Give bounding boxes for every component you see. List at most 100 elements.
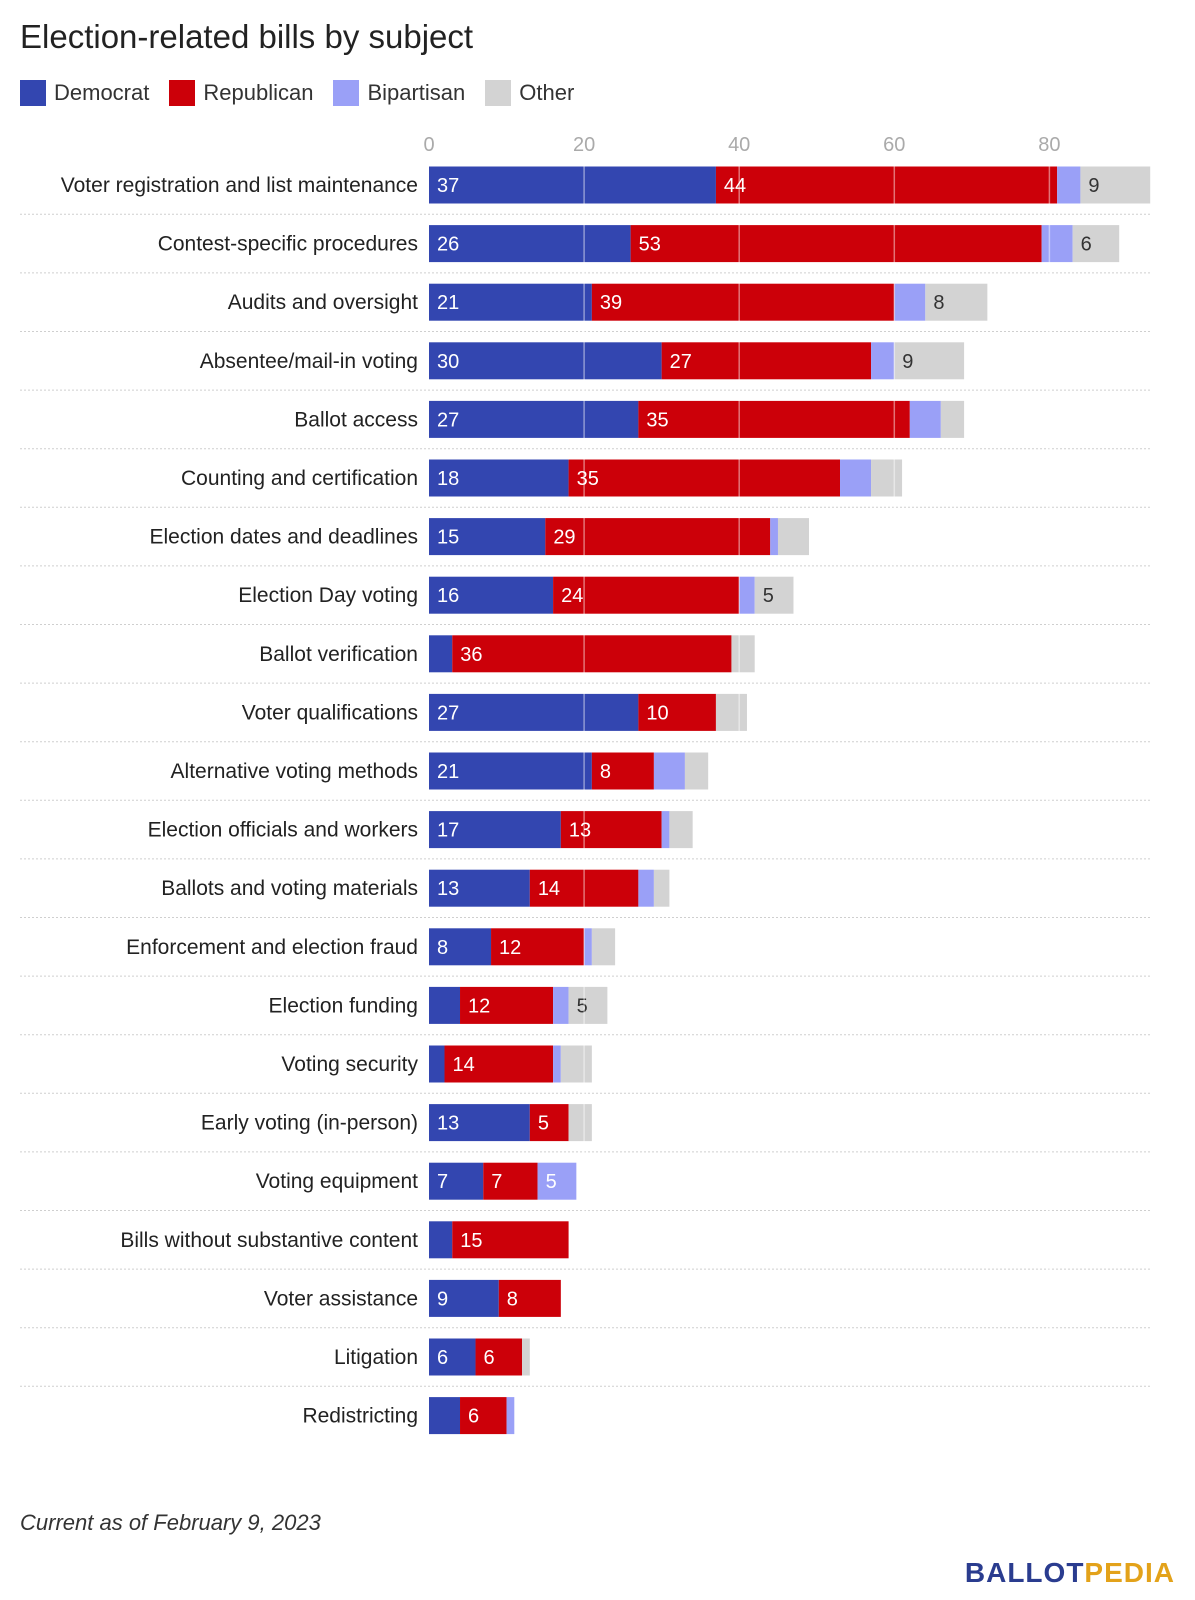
bar-democrat xyxy=(429,752,592,790)
bar-democrat xyxy=(429,576,554,614)
bar-bipartisan xyxy=(553,1045,561,1083)
logo-part-ballot: BALLOT xyxy=(964,1557,1085,1588)
bar-democrat xyxy=(429,1221,453,1259)
data-label: 12 xyxy=(499,937,521,959)
bar-other xyxy=(940,400,965,438)
bar-other xyxy=(568,1104,592,1142)
bar-republican xyxy=(483,1162,538,1200)
bar-democrat xyxy=(429,518,546,556)
chart-title: Election-related bills by subject xyxy=(20,18,474,55)
bar-republican xyxy=(553,576,740,614)
bar-bipartisan xyxy=(739,576,755,614)
category-label: Election Day voting xyxy=(238,584,418,607)
data-label: 6 xyxy=(484,1347,495,1369)
bar-republican xyxy=(529,1104,569,1142)
bar-democrat xyxy=(429,986,461,1024)
stacked-bar-chart: 0 20 40 60 80 Voter registration and list mai… xyxy=(20,134,1151,1435)
bar-bipartisan xyxy=(770,518,778,556)
category-label: Absentee/mail-in voting xyxy=(200,350,418,373)
data-label: 15 xyxy=(437,527,459,549)
data-label: 9 xyxy=(1088,175,1099,197)
data-label: 35 xyxy=(646,409,668,431)
bar-republican xyxy=(491,928,585,966)
bar-democrat xyxy=(429,459,569,497)
data-label: 17 xyxy=(437,820,459,842)
bar-democrat xyxy=(429,342,662,380)
data-label: 8 xyxy=(437,937,448,959)
bar-republican xyxy=(498,1279,561,1317)
bar-other xyxy=(925,283,988,321)
data-label: 10 xyxy=(646,702,668,724)
bar-bipartisan xyxy=(840,459,872,497)
data-label: 14 xyxy=(538,878,560,900)
category-label: Ballot verification xyxy=(259,643,418,666)
data-label: 53 xyxy=(639,234,661,256)
data-label: 7 xyxy=(437,1171,448,1193)
bar-other xyxy=(777,518,809,556)
category-label: Redistricting xyxy=(302,1405,418,1428)
data-label: 5 xyxy=(577,995,588,1017)
category-label: Litigation xyxy=(334,1346,418,1369)
bar-bipartisan xyxy=(653,752,685,790)
ballotpedia-logo: BALLOTPEDIA xyxy=(965,1557,1175,1589)
data-label: 8 xyxy=(600,761,611,783)
data-label: 13 xyxy=(569,820,591,842)
data-label: 8 xyxy=(933,292,944,314)
data-label: 7 xyxy=(491,1171,502,1193)
x-tick-label: 40 xyxy=(728,134,750,156)
category-label: Audits and oversight xyxy=(228,291,418,314)
category-label: Counting and certification xyxy=(181,467,418,490)
category-label: Voting security xyxy=(281,1053,418,1076)
data-label: 6 xyxy=(437,1347,448,1369)
bar-democrat xyxy=(429,1397,461,1435)
data-label: 5 xyxy=(538,1113,549,1135)
bar-bipartisan xyxy=(638,869,654,907)
bar-bipartisan xyxy=(553,986,569,1024)
data-label: 14 xyxy=(453,1054,475,1076)
bar-republican xyxy=(638,693,716,731)
bar-bipartisan xyxy=(909,400,941,438)
data-label: 39 xyxy=(600,292,622,314)
bar-democrat xyxy=(429,635,453,673)
data-label: 13 xyxy=(437,1113,459,1135)
legend-item-other: Other xyxy=(485,80,574,106)
category-label: Ballots and voting materials xyxy=(161,877,418,900)
category-label: Bills without substantive content xyxy=(120,1229,418,1252)
category-label: Voter assistance xyxy=(264,1287,418,1310)
bar-bipartisan xyxy=(506,1397,515,1435)
data-label: 9 xyxy=(902,351,913,373)
bar-bipartisan xyxy=(661,811,670,849)
bar-republican xyxy=(661,342,872,380)
data-label: 8 xyxy=(507,1288,518,1310)
category-label: Election officials and workers xyxy=(148,819,418,842)
data-label: 9 xyxy=(437,1288,448,1310)
category-label: Ballot access xyxy=(294,408,418,431)
legend-swatch-bipartisan xyxy=(333,80,360,106)
bar-other xyxy=(871,459,903,497)
data-label: 36 xyxy=(460,644,482,666)
bar-republican xyxy=(460,1397,507,1435)
category-label: Alternative voting methods xyxy=(171,760,418,783)
x-tick-label: 80 xyxy=(1038,134,1060,156)
bar-republican xyxy=(444,1045,554,1083)
data-label: 29 xyxy=(553,527,575,549)
data-label: 27 xyxy=(437,409,459,431)
bar-other xyxy=(684,752,709,790)
bar-republican xyxy=(591,752,654,790)
footnote: Current as of February 9, 2023 xyxy=(20,1510,321,1535)
bar-republican xyxy=(638,400,910,438)
bar-other xyxy=(1080,166,1151,204)
legend-label-bipartisan: Bipartisan xyxy=(367,80,466,105)
data-label: 44 xyxy=(724,175,746,197)
bar-democrat xyxy=(429,283,592,321)
legend: Democrat Republican Bipartisan Other xyxy=(20,80,594,106)
data-label: 5 xyxy=(763,585,774,607)
bar-democrat xyxy=(429,869,530,907)
data-label: 26 xyxy=(437,234,459,256)
bar-bipartisan xyxy=(537,1162,577,1200)
bar-republican xyxy=(568,459,841,497)
data-label: 12 xyxy=(468,995,490,1017)
bar-bipartisan xyxy=(584,928,592,966)
bar-republican xyxy=(452,635,732,673)
data-label: 30 xyxy=(437,351,459,373)
